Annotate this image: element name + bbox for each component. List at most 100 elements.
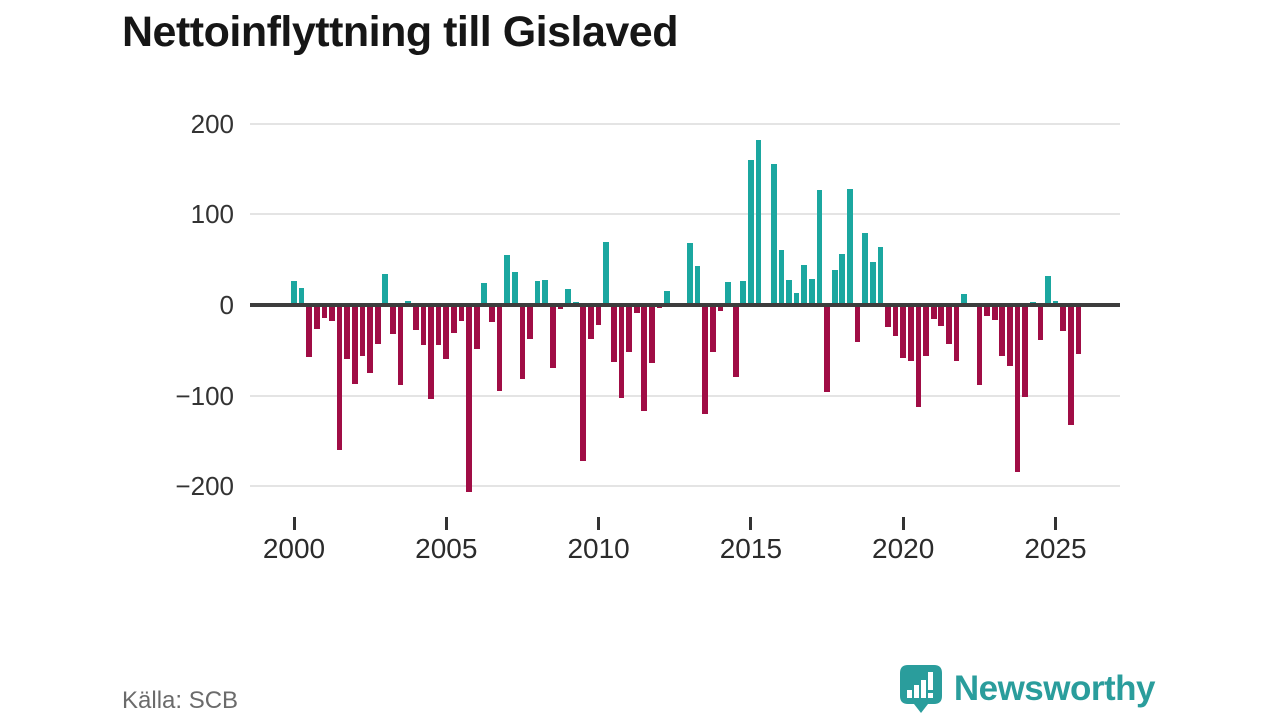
- y-axis-label: −200: [175, 471, 234, 502]
- x-axis-label: 2000: [262, 533, 326, 564]
- y-gridline: [250, 122, 1120, 125]
- bar-2025Q3: [1067, 305, 1074, 425]
- bar-2015Q2: [755, 140, 762, 305]
- bar-chart-pin-icon: [899, 664, 943, 714]
- y-gridline: [250, 485, 1120, 488]
- x-axis-label: 2005: [415, 533, 478, 564]
- bar-2011Q4: [649, 305, 655, 363]
- bar-2019Q1: [869, 261, 876, 305]
- bar-2019Q3: [885, 305, 891, 327]
- bar-2020Q2: [908, 305, 914, 362]
- bar-2022Q3: [976, 305, 983, 385]
- y-axis-label: 200: [190, 108, 234, 139]
- x-axis-tick: [444, 517, 448, 530]
- bar-2022Q1: [961, 294, 968, 305]
- bar-2020Q1: [900, 305, 907, 358]
- bar-2000Q2: [298, 287, 305, 305]
- bar-2014Q3: [732, 305, 739, 377]
- bar-2014Q2: [725, 282, 731, 306]
- bar-2017Q2: [816, 189, 823, 305]
- bar-2024Q1: [1022, 305, 1028, 398]
- bar-2012Q2: [664, 290, 670, 305]
- x-axis-label: 2020: [872, 533, 935, 564]
- bar-2023Q3: [1007, 305, 1013, 366]
- bar-2023Q4: [1014, 305, 1021, 472]
- bar-2025Q4: [1075, 305, 1082, 354]
- bar-2020Q3: [915, 305, 922, 408]
- chart-title: Nettoinflyttning till Gislaved: [122, 8, 678, 56]
- newsworthy-logo: Newsworthy: [899, 664, 1156, 714]
- bar-2006Q4: [496, 305, 503, 392]
- bar-2006Q2: [481, 283, 488, 305]
- bar-2008Q1: [534, 280, 541, 305]
- bar-2004Q4: [435, 305, 442, 345]
- bar-2007Q2: [511, 272, 518, 305]
- bar-2017Q3: [824, 305, 830, 392]
- bar-2000Q4: [313, 305, 320, 329]
- bar-2005Q4: [466, 305, 472, 492]
- bar-2002Q2: [359, 305, 366, 356]
- x-axis-tick: [597, 517, 601, 530]
- bar-2007Q1: [504, 255, 511, 305]
- zero-axis-line: [250, 303, 1120, 307]
- bar-2013Q1: [687, 242, 693, 305]
- source-text: Källa: SCB: [122, 687, 239, 714]
- bar-2002Q4: [374, 305, 381, 344]
- bar-2023Q2: [999, 305, 1006, 356]
- bar-2007Q4: [527, 305, 533, 340]
- x-axis-label: 2010: [567, 533, 630, 564]
- bar-2003Q1: [382, 274, 389, 305]
- bar-2014Q4: [740, 280, 747, 305]
- y-axis-label: −100: [175, 380, 234, 411]
- bar-2016Q2: [786, 279, 792, 305]
- bar-2010Q3: [610, 305, 617, 363]
- bar-2004Q1: [412, 305, 419, 330]
- bar-2004Q2: [420, 305, 427, 345]
- x-axis-tick: [901, 517, 905, 530]
- bar-2016Q4: [801, 265, 808, 305]
- bar-2017Q1: [809, 278, 815, 305]
- bar-2004Q3: [428, 305, 434, 400]
- x-axis-label: 2025: [1024, 533, 1087, 564]
- bar-2011Q2: [633, 305, 640, 314]
- bar-2010Q1: [595, 305, 602, 325]
- x-axis-tick: [292, 517, 296, 530]
- bar-2015Q1: [748, 160, 754, 305]
- bar-2002Q1: [351, 305, 358, 384]
- bar-2011Q1: [626, 305, 632, 353]
- bar-2016Q3: [793, 293, 800, 305]
- bar-2021Q4: [953, 305, 960, 362]
- bar-2019Q4: [892, 305, 899, 336]
- bar-2001Q1: [321, 305, 328, 318]
- bar-2010Q2: [603, 241, 610, 305]
- bar-2009Q4: [588, 305, 594, 340]
- bar-2006Q3: [489, 305, 495, 323]
- bar-2009Q3: [580, 305, 587, 461]
- bar-2011Q3: [641, 305, 648, 411]
- bar-2023Q1: [991, 305, 998, 321]
- bar-2001Q2: [329, 305, 335, 322]
- y-axis-label: 100: [190, 199, 234, 230]
- bar-2002Q3: [367, 305, 373, 373]
- bar-2005Q1: [443, 305, 450, 360]
- bar-2021Q3: [946, 305, 952, 344]
- bar-2018Q3: [854, 305, 861, 343]
- bar-2003Q3: [397, 305, 404, 385]
- x-axis-tick: [1054, 517, 1057, 530]
- bar-2003Q2: [390, 305, 396, 334]
- bar-2013Q3: [702, 305, 709, 414]
- bar-2001Q4: [344, 305, 351, 359]
- bar-2017Q4: [831, 269, 838, 305]
- bar-2018Q4: [862, 233, 869, 305]
- bar-2005Q3: [458, 305, 465, 322]
- bar-2009Q1: [565, 288, 571, 305]
- y-gridline: [250, 394, 1120, 397]
- y-axis-label: 0: [219, 290, 234, 320]
- bar-2025Q2: [1060, 305, 1067, 332]
- bar-2014Q1: [717, 305, 724, 312]
- bar-2018Q1: [839, 254, 846, 305]
- bar-2010Q4: [618, 305, 625, 399]
- bar-2016Q1: [778, 249, 785, 305]
- bar-2020Q4: [923, 305, 929, 356]
